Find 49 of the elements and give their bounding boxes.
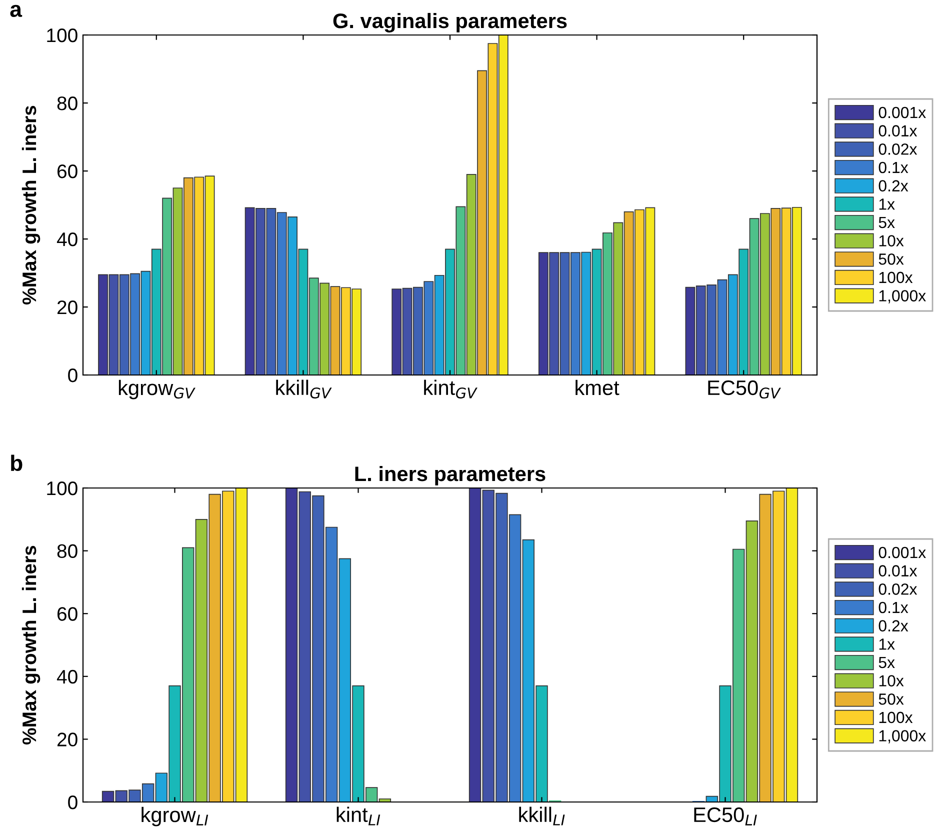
x-tick-label: EC50$_{GV}$ [708, 380, 781, 399]
y-tick-label: 40 [56, 670, 78, 684]
legend-label: 0.001x [878, 546, 926, 558]
y-tick-label: 60 [58, 607, 78, 621]
legend-label: 5x [878, 656, 895, 668]
legend-label: 10x [879, 235, 904, 246]
legend-label: 1x [879, 638, 895, 650]
legend-label: 0.001x [878, 106, 926, 118]
legend-label: 0.01x [878, 565, 918, 576]
text: b [11, 454, 22, 472]
legend-label: 1x [879, 198, 895, 210]
legend-label: 100x [879, 712, 913, 724]
y-tick-label: 100 [47, 481, 78, 496]
y-axis-title: %Max growth L. iners [22, 106, 40, 304]
y-tick-label: 40 [56, 232, 78, 246]
x-tick-label: kkill$_{LI}$ [519, 806, 565, 826]
text: a [10, 4, 22, 18]
y-tick-label: 80 [57, 544, 78, 558]
legend-label: 1,000x [879, 730, 926, 744]
y-tick-label: 80 [57, 96, 78, 110]
legend-label: 0.1x [878, 602, 908, 614]
y-axis-title: %Max growth L. iners [22, 546, 40, 744]
x-tick-label: kkill$_{GV}$ [276, 380, 332, 398]
legend-label: 0.2x [878, 620, 908, 632]
y-tick-label: 20 [57, 732, 78, 746]
legend-label: 100x [879, 272, 913, 284]
y-tick-label: 0 [68, 795, 78, 810]
legend-label: 50x [878, 253, 904, 265]
y-tick-label: 60 [58, 164, 78, 178]
chart-title: G. vaginalis parameters [333, 12, 567, 32]
legend-label: 0.02x [878, 584, 918, 595]
x-tick-label: kgrow$_{LI}$ [142, 806, 208, 826]
legend-label: 0.2x [878, 180, 908, 192]
x-tick-label: kmet [576, 380, 620, 396]
x-tick-label: EC50$_{LI}$ [694, 807, 757, 826]
y-tick-label: 100 [47, 28, 78, 42]
legend-label: 0.1x [878, 162, 908, 174]
y-tick-label: 20 [57, 300, 78, 314]
x-tick-label: kgrow$_{GV}$ [118, 380, 196, 400]
x-tick-label: kint$_{LI}$ [336, 806, 380, 826]
legend-label: 10x [879, 675, 904, 686]
legend-label: 5x [878, 216, 895, 228]
legend-label: 1,000x [879, 290, 926, 304]
y-tick-label: 0 [68, 368, 78, 382]
legend-label: 0.01x [878, 125, 918, 136]
chart-title: L. iners parameters [355, 466, 546, 486]
legend-label: 50x [878, 693, 904, 705]
x-tick-label: kint$_{GV}$ [424, 380, 478, 398]
legend-label: 0.02x [878, 144, 918, 155]
